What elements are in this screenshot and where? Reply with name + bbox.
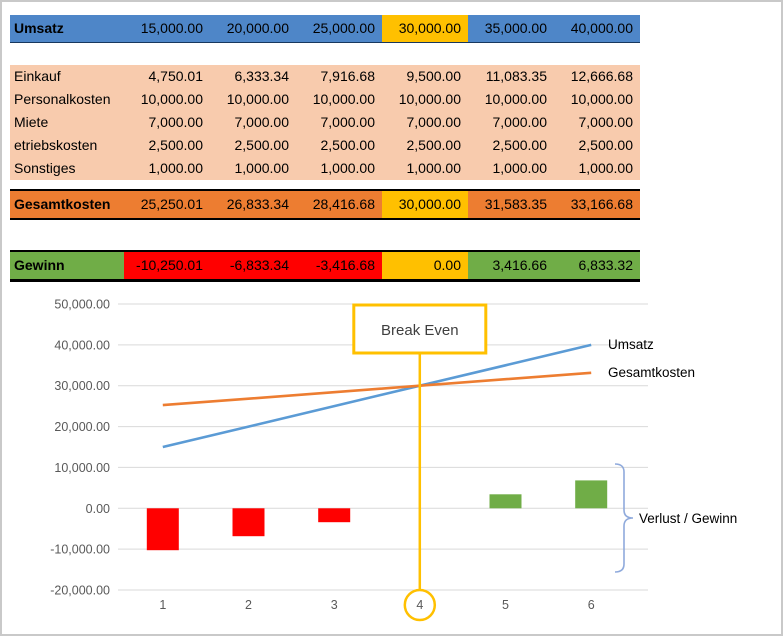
y-axis-label: 20,000.00 (54, 420, 110, 434)
cell-5[interactable]: 2,500.00 (468, 134, 554, 157)
break-even-circle (403, 588, 437, 622)
cell-3[interactable]: 1,000.00 (296, 157, 382, 180)
cell-gewinn-6[interactable]: 6,833.32 (554, 252, 640, 279)
row-gesamtkosten: Gesamtkosten 25,250.01 26,833.34 28,416.68 3… (10, 189, 640, 220)
cell-umsatz-2[interactable]: 20,000.00 (210, 15, 296, 42)
cell-6[interactable]: 10,000.00 (554, 88, 640, 111)
cell-1[interactable]: 7,000.00 (124, 111, 210, 134)
gewinn-bar-6[interactable] (575, 480, 608, 509)
cell-3[interactable]: 7,000.00 (296, 111, 382, 134)
spacer-row (10, 220, 640, 250)
row-gewinn: Gewinn -10,250.01 -6,833.34 -3,416.68 0.00 3,… (10, 250, 640, 282)
cell-gesamtkosten-5[interactable]: 31,583.35 (468, 191, 554, 218)
cell-gewinn-2[interactable]: -6,833.34 (210, 252, 296, 279)
cell-gewinn-1[interactable]: -10,250.01 (124, 252, 210, 279)
gewinn-bar-3[interactable] (318, 508, 351, 523)
cell-umsatz-3[interactable]: 25,000.00 (296, 15, 382, 42)
break-even-callout (352, 303, 488, 355)
cell-1[interactable]: 1,000.00 (124, 157, 210, 180)
row-label-umsatz[interactable]: Umsatz (10, 15, 124, 42)
row-personalkosten: Personalkosten 10,000.00 10,000.00 10,000.0… (10, 88, 640, 111)
x-axis-label: 3 (331, 598, 338, 612)
cell-gesamtkosten-4[interactable]: 30,000.00 (382, 191, 468, 218)
cell-2[interactable]: 1,000.00 (210, 157, 296, 180)
break-even-table: Umsatz 15,000.00 20,000.00 25,000.00 30,000.… (10, 15, 640, 282)
y-axis-label: -20,000.00 (50, 584, 110, 598)
gewinn-bar-5[interactable] (489, 494, 522, 509)
row-label[interactable]: Sonstiges (10, 157, 124, 180)
row-einkauf: Einkauf 4,750.01 6,333.34 7,916.68 9,500.00 1… (10, 65, 640, 88)
break-even-chart: 50,000.00 40,000.00 30,000.00 20,000.00 10,0… (2, 287, 781, 634)
cell-3[interactable]: 10,000.00 (296, 88, 382, 111)
row-miete: Miete 7,000.00 7,000.00 7,000.00 7,000.00 7,0… (10, 111, 640, 134)
row-umsatz: Umsatz 15,000.00 20,000.00 25,000.00 30,000.… (10, 15, 640, 43)
cell-umsatz-1[interactable]: 15,000.00 (124, 15, 210, 42)
y-axis-label: 30,000.00 (54, 379, 110, 393)
cell-6[interactable]: 7,000.00 (554, 111, 640, 134)
row-label-gewinn[interactable]: Gewinn (10, 252, 124, 279)
cell-2[interactable]: 6,333.34 (210, 65, 296, 88)
row-sonstiges: Sonstiges 1,000.00 1,000.00 1,000.00 1,000.0… (10, 157, 640, 180)
cell-3[interactable]: 7,916.68 (296, 65, 382, 88)
row-label[interactable]: etriebskosten (10, 134, 124, 157)
spacer-row (10, 180, 640, 189)
x-axis-label: 6 (588, 598, 595, 612)
cell-5[interactable]: 10,000.00 (468, 88, 554, 111)
cell-gewinn-4[interactable]: 0.00 (382, 252, 468, 279)
cell-4[interactable]: 10,000.00 (382, 88, 468, 111)
cell-5[interactable]: 7,000.00 (468, 111, 554, 134)
y-axis-label: -10,000.00 (50, 543, 110, 557)
spacer-row (10, 43, 640, 65)
cell-gewinn-3[interactable]: -3,416.68 (296, 252, 382, 279)
cell-2[interactable]: 2,500.00 (210, 134, 296, 157)
x-axis-label: 2 (245, 598, 252, 612)
cell-gesamtkosten-1[interactable]: 25,250.01 (124, 191, 210, 218)
cell-6[interactable]: 12,666.68 (554, 65, 640, 88)
cell-gesamtkosten-6[interactable]: 33,166.68 (554, 191, 640, 218)
y-axis-label: 50,000.00 (54, 298, 110, 312)
row-label[interactable]: Personalkosten (10, 88, 124, 111)
cell-4[interactable]: 7,000.00 (382, 111, 468, 134)
gewinn-bracket-label: Verlust / Gewinn (639, 511, 737, 526)
cell-3[interactable]: 2,500.00 (296, 134, 382, 157)
cell-umsatz-5[interactable]: 35,000.00 (468, 15, 554, 42)
cell-4[interactable]: 1,000.00 (382, 157, 468, 180)
cell-4[interactable]: 2,500.00 (382, 134, 468, 157)
cell-6[interactable]: 2,500.00 (554, 134, 640, 157)
row-etriebskosten: etriebskosten 2,500.00 2,500.00 2,500.00 2,5… (10, 134, 640, 157)
x-axis-label: 1 (159, 598, 166, 612)
x-axis-label: 4 (416, 598, 423, 612)
gewinn-bracket (614, 463, 634, 573)
cell-umsatz-4[interactable]: 30,000.00 (382, 15, 468, 42)
gewinn-bar-1[interactable] (146, 508, 179, 551)
cell-5[interactable]: 1,000.00 (468, 157, 554, 180)
break-even-label: Break Even (381, 322, 459, 339)
cell-1[interactable]: 4,750.01 (124, 65, 210, 88)
row-label[interactable]: Miete (10, 111, 124, 134)
cell-6[interactable]: 1,000.00 (554, 157, 640, 180)
gesamtkosten-line[interactable] (162, 371, 592, 407)
cell-umsatz-6[interactable]: 40,000.00 (554, 15, 640, 42)
cell-gesamtkosten-3[interactable]: 28,416.68 (296, 191, 382, 218)
cell-2[interactable]: 7,000.00 (210, 111, 296, 134)
x-axis-label: 5 (502, 598, 509, 612)
y-axis-label: 10,000.00 (54, 461, 110, 475)
row-label[interactable]: Einkauf (10, 65, 124, 88)
cell-gesamtkosten-2[interactable]: 26,833.34 (210, 191, 296, 218)
cell-5[interactable]: 11,083.35 (468, 65, 554, 88)
cell-2[interactable]: 10,000.00 (210, 88, 296, 111)
umsatz-series-label: Umsatz (608, 337, 654, 352)
umsatz-line[interactable] (162, 343, 592, 449)
chart-canvas: 50,000.00 40,000.00 30,000.00 20,000.00 10,0… (50, 298, 737, 622)
row-label-gesamtkosten[interactable]: Gesamtkosten (10, 191, 124, 218)
cell-gewinn-5[interactable]: 3,416.66 (468, 252, 554, 279)
cell-4[interactable]: 9,500.00 (382, 65, 468, 88)
gesamtkosten-series-label: Gesamtkosten (608, 365, 695, 380)
gewinn-bar-2[interactable] (232, 508, 265, 537)
y-axis-label: 40,000.00 (54, 338, 110, 352)
cell-1[interactable]: 2,500.00 (124, 134, 210, 157)
cell-1[interactable]: 10,000.00 (124, 88, 210, 111)
y-axis-label: 0.00 (86, 502, 110, 516)
